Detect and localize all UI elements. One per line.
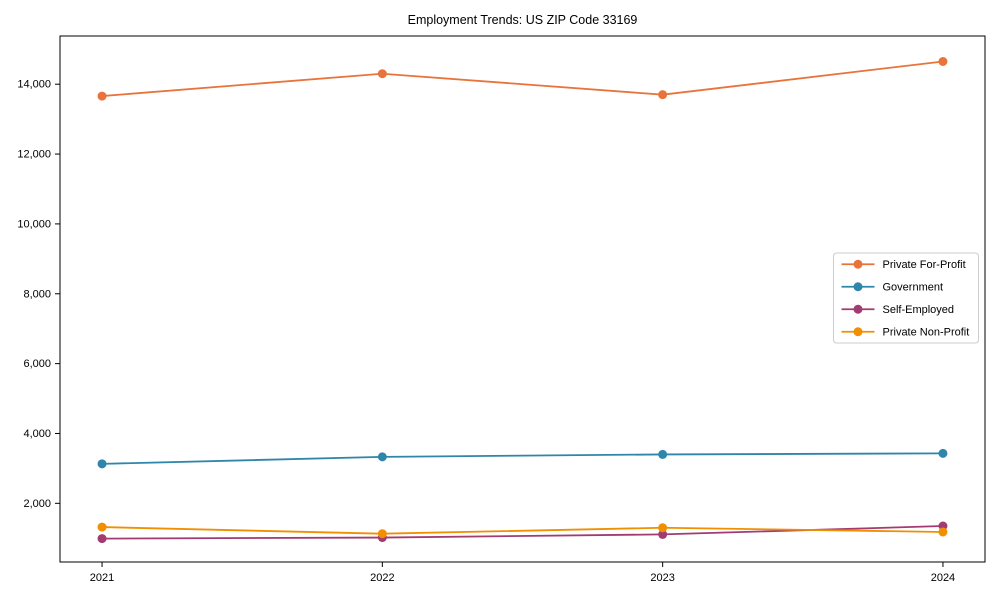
data-point-private-for-profit bbox=[97, 91, 107, 101]
data-point-government bbox=[377, 452, 387, 462]
legend-marker-private-non-profit bbox=[853, 327, 863, 337]
y-tick-label: 8,000 bbox=[23, 288, 51, 300]
x-tick-label: 2023 bbox=[650, 572, 674, 584]
x-tick-label: 2024 bbox=[931, 572, 955, 584]
legend-marker-self-employed bbox=[853, 304, 863, 314]
y-tick-label: 4,000 bbox=[23, 428, 51, 440]
x-tick-label: 2022 bbox=[370, 572, 394, 584]
legend-box bbox=[833, 252, 979, 344]
data-point-private-non-profit bbox=[97, 522, 107, 532]
data-point-private-non-profit bbox=[658, 523, 668, 533]
data-point-private-for-profit bbox=[377, 69, 387, 79]
legend-label-self-employed: Self-Employed bbox=[883, 304, 955, 316]
legend-label-government: Government bbox=[883, 281, 944, 293]
x-tick-label: 2021 bbox=[90, 572, 114, 584]
legend-marker-government bbox=[853, 282, 863, 292]
series-line-private-non-profit bbox=[102, 526, 943, 535]
data-point-private-non-profit bbox=[377, 529, 387, 539]
y-tick-label: 2,000 bbox=[23, 498, 51, 510]
legend-label-private-for-profit: Private For-Profit bbox=[883, 259, 966, 271]
series-line-self-employed bbox=[102, 525, 943, 540]
chart-title: Employment Trends: US ZIP Code 33169 bbox=[408, 13, 638, 27]
data-point-private-non-profit bbox=[938, 527, 948, 537]
series-line-private-for-profit bbox=[101, 60, 944, 97]
plot-border bbox=[59, 35, 986, 563]
y-tick-label: 12,000 bbox=[17, 149, 51, 161]
y-tick-label: 10,000 bbox=[17, 218, 51, 230]
y-tick-label: 6,000 bbox=[23, 358, 51, 370]
data-point-government bbox=[97, 459, 107, 469]
data-point-private-for-profit bbox=[658, 90, 668, 100]
data-point-self-employed bbox=[97, 534, 107, 544]
legend-label-private-non-profit: Private Non-Profit bbox=[883, 326, 970, 338]
legend-marker-private-for-profit bbox=[853, 259, 863, 269]
series-line-government bbox=[102, 452, 943, 465]
data-point-government bbox=[938, 448, 948, 458]
data-point-government bbox=[658, 449, 668, 459]
y-tick-label: 14,000 bbox=[17, 79, 51, 91]
data-point-self-employed bbox=[658, 529, 668, 539]
data-point-private-for-profit bbox=[938, 56, 948, 66]
